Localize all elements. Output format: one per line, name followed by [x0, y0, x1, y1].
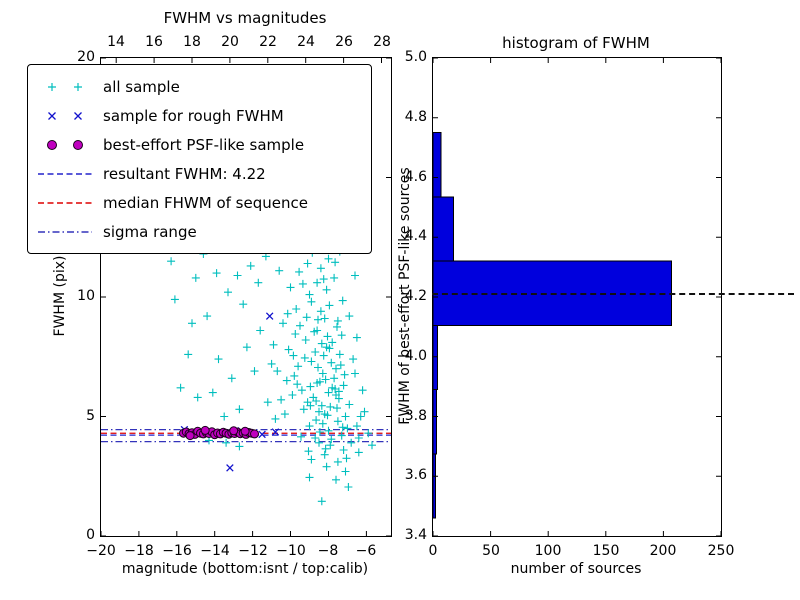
y-tick-label: 10 — [77, 288, 95, 304]
legend-entry: best-effort PSF-like sample — [34, 130, 365, 159]
hist-bar — [433, 389, 437, 455]
y-tick-label: 5 — [86, 408, 95, 424]
axis-ticks — [433, 58, 721, 536]
x-tick-label: 150 — [592, 543, 620, 559]
x-tick-label: 200 — [649, 543, 677, 559]
left-plot-title: FWHM vs magnitudes — [163, 9, 327, 27]
legend-label: median FHWM of sequence — [103, 193, 308, 212]
legend-label: sigma range — [103, 222, 197, 241]
y-tick-label: 3.8 — [404, 408, 427, 424]
x-tick-label: −16 — [162, 543, 192, 559]
legend-entry: sigma range — [34, 217, 365, 246]
series-plus — [167, 223, 376, 506]
legend-symbol-circle — [47, 139, 83, 150]
y-tick-label: 20 — [77, 49, 95, 65]
top-tick-label: 20 — [221, 34, 239, 50]
y-tick-label: 4.4 — [404, 228, 427, 244]
legend-entry: all sample — [34, 72, 365, 101]
legend-symbol-dashdot — [38, 230, 92, 233]
x-tick-label: 0 — [428, 543, 438, 559]
hist-bar — [433, 453, 436, 519]
top-tick-label: 18 — [183, 34, 201, 50]
y-tick-label: 0 — [86, 527, 95, 543]
x-tick-label: −6 — [355, 543, 377, 559]
x-tick-label: −8 — [317, 543, 339, 559]
y-tick-label: 4.6 — [404, 169, 427, 185]
top-tick-label: 28 — [373, 34, 391, 50]
fwhm-histogram-canvas — [433, 58, 721, 536]
top-tick-label: 24 — [297, 34, 315, 50]
top-tick-label: 14 — [107, 34, 125, 50]
legend-label: best-effort PSF-like sample — [103, 135, 305, 154]
x-tick-label: 50 — [482, 543, 500, 559]
y-tick-label: 3.6 — [404, 467, 427, 483]
x-tick-label: −12 — [238, 543, 268, 559]
y-tick-label: 4.2 — [404, 288, 427, 304]
x-tick-label: −14 — [200, 543, 230, 559]
legend-symbol-plus — [48, 82, 82, 91]
top-tick-label: 16 — [145, 34, 163, 50]
legend-symbol-x — [48, 111, 82, 120]
right-y-axis-label: FWHM of best-effort PSF-like sources — [397, 167, 413, 425]
legend-label: all sample — [103, 77, 180, 96]
fwhm-histogram-plot: 0 50 100 150 200 250 3.4 3.6 3.8 4.0 4.2 4.4 4.6 4.8 5… — [405, 49, 735, 559]
y-tick-label: 4.0 — [404, 348, 427, 364]
right-x-axis-label: number of sources — [510, 561, 642, 577]
x-tick-label: −10 — [276, 543, 306, 559]
x-tick-label: 250 — [707, 543, 735, 559]
legend-symbol-dashed — [38, 201, 92, 204]
x-tick-label: −20 — [86, 543, 116, 559]
legend-symbol-dashed — [38, 172, 92, 175]
hist-bar — [433, 324, 439, 391]
legend-entry: median FHWM of sequence — [34, 188, 365, 217]
left-x-axis-label: magnitude (bottom:isnt / top:calib) — [121, 561, 369, 577]
right-plot-title: histogram of FWHM — [502, 34, 650, 52]
left-y-axis-label: FWHM (pix) — [52, 255, 68, 337]
top-tick-label: 26 — [335, 34, 353, 50]
y-tick-label: 4.8 — [404, 109, 427, 125]
top-tick-label: 22 — [259, 34, 277, 50]
legend: all sample sample for rough FWHM best-effo… — [27, 64, 372, 254]
legend-entry: resultant FWHM: 4.22 — [34, 159, 365, 188]
series-circle — [179, 425, 259, 441]
axis-ticks — [101, 58, 391, 536]
hist-bar — [433, 196, 455, 262]
legend-entry: sample for rough FWHM — [34, 101, 365, 130]
legend-label: sample for rough FWHM — [103, 106, 284, 125]
y-tick-label: 5.0 — [404, 49, 427, 65]
hist-bar — [433, 132, 442, 198]
y-tick-label: 3.4 — [404, 527, 427, 543]
x-tick-label: −18 — [124, 543, 154, 559]
legend-label: resultant FWHM: 4.22 — [103, 164, 266, 183]
median-fwhm-dashed-line — [432, 293, 794, 295]
x-tick-label: 100 — [534, 543, 562, 559]
